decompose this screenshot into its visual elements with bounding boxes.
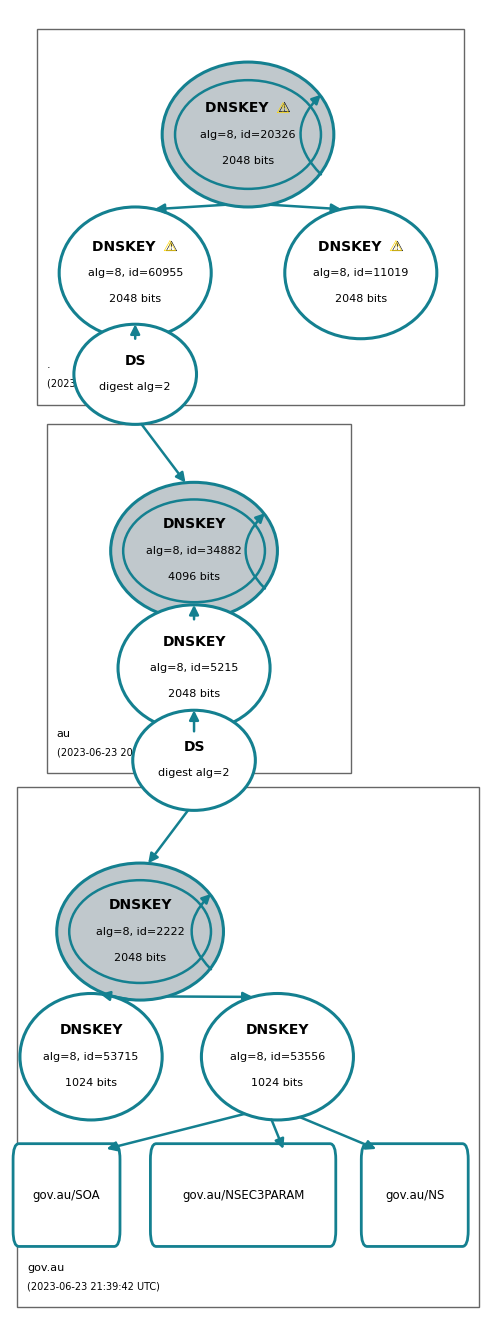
Text: alg=8, id=5215: alg=8, id=5215 (150, 663, 238, 673)
Text: .: . (47, 360, 51, 370)
Text: alg=8, id=53715: alg=8, id=53715 (43, 1052, 139, 1062)
Ellipse shape (118, 605, 270, 732)
Text: DS: DS (184, 740, 205, 754)
Text: 2048 bits: 2048 bits (222, 156, 274, 165)
Ellipse shape (133, 710, 255, 811)
Text: DS: DS (124, 355, 146, 368)
Text: 4096 bits: 4096 bits (168, 572, 220, 582)
Ellipse shape (59, 206, 211, 339)
Text: ⚠: ⚠ (163, 239, 177, 254)
FancyBboxPatch shape (150, 1143, 336, 1246)
Text: alg=8, id=2222: alg=8, id=2222 (96, 926, 185, 937)
Text: DNSKEY: DNSKEY (162, 635, 226, 648)
Text: au: au (57, 729, 71, 740)
Text: 2048 bits: 2048 bits (109, 294, 161, 304)
Text: alg=8, id=20326: alg=8, id=20326 (200, 130, 296, 139)
Text: 2048 bits: 2048 bits (114, 953, 166, 963)
Ellipse shape (162, 62, 334, 206)
Ellipse shape (20, 994, 162, 1121)
Text: ⚠: ⚠ (388, 239, 402, 254)
Text: gov.au/NSEC3PARAM: gov.au/NSEC3PARAM (182, 1188, 304, 1201)
Ellipse shape (111, 483, 277, 619)
Text: alg=8, id=34882: alg=8, id=34882 (146, 546, 242, 556)
Text: DNSKEY  ⚠: DNSKEY ⚠ (205, 101, 291, 115)
Text: alg=8, id=60955: alg=8, id=60955 (87, 267, 183, 278)
Ellipse shape (74, 324, 196, 425)
Text: 2048 bits: 2048 bits (168, 689, 220, 700)
Text: DNSKEY  ⚠: DNSKEY ⚠ (318, 239, 404, 254)
Ellipse shape (201, 994, 354, 1121)
Text: gov.au/NS: gov.au/NS (385, 1188, 444, 1201)
Text: ⚠: ⚠ (275, 101, 289, 115)
Text: (2023-06-23 20:02:39 UTC): (2023-06-23 20:02:39 UTC) (57, 747, 189, 758)
Text: (2023-06-23 19:49:48 UTC): (2023-06-23 19:49:48 UTC) (47, 378, 180, 389)
Text: alg=8, id=53556: alg=8, id=53556 (230, 1052, 325, 1062)
Ellipse shape (57, 863, 224, 1000)
Text: DNSKEY: DNSKEY (108, 898, 172, 913)
Text: 2048 bits: 2048 bits (335, 294, 387, 304)
Text: gov.au/SOA: gov.au/SOA (33, 1188, 100, 1201)
Text: 1024 bits: 1024 bits (65, 1078, 117, 1088)
Text: DNSKEY: DNSKEY (60, 1024, 123, 1037)
Text: DNSKEY: DNSKEY (246, 1024, 309, 1037)
Text: alg=8, id=11019: alg=8, id=11019 (313, 267, 409, 278)
Text: DNSKEY: DNSKEY (162, 517, 226, 532)
Text: (2023-06-23 21:39:42 UTC): (2023-06-23 21:39:42 UTC) (27, 1281, 160, 1291)
Text: digest alg=2: digest alg=2 (158, 769, 230, 778)
Text: DNSKEY  ⚠: DNSKEY ⚠ (92, 239, 178, 254)
Ellipse shape (285, 206, 437, 339)
FancyBboxPatch shape (13, 1143, 120, 1246)
Text: digest alg=2: digest alg=2 (99, 382, 171, 393)
Text: gov.au: gov.au (27, 1262, 64, 1273)
FancyBboxPatch shape (361, 1143, 468, 1246)
Text: 1024 bits: 1024 bits (251, 1078, 304, 1088)
